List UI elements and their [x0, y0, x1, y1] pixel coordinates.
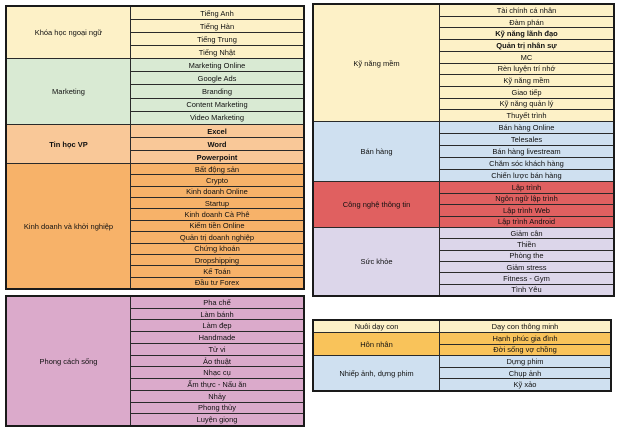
group-photo-video: Nhiếp ảnh, dựng phim Dựng phim Chụp ảnh …: [314, 356, 610, 390]
item-startup[interactable]: Startup: [131, 198, 303, 210]
item-married-life[interactable]: Đời sống vợ chồng: [493, 345, 557, 355]
item-english[interactable]: Tiếng Anh: [131, 7, 303, 20]
item-love[interactable]: Tình Yêu: [511, 285, 542, 295]
item-online-sales[interactable]: Bán hàng Online: [440, 122, 613, 134]
item-beauty[interactable]: Làm đẹp: [131, 320, 303, 333]
group-parenting: Nuôi dạy con Dạy con thông minh: [314, 321, 610, 333]
block-right-bottom: Nuôi dạy con Dạy con thông minh Hôn nhân…: [312, 319, 612, 392]
item-memory-training[interactable]: Rèn luyện trí nhớ: [440, 64, 613, 76]
item-korean[interactable]: Tiếng Hàn: [131, 20, 303, 33]
category-photo-video: Nhiếp ảnh, dựng phim: [314, 356, 440, 390]
item-video-marketing[interactable]: Video Marketing: [189, 113, 245, 123]
category-lifestyle: Phong cách sống: [7, 297, 131, 425]
item-forex[interactable]: Đầu tư Forex: [194, 278, 240, 288]
item-word[interactable]: Word: [131, 138, 303, 151]
item-handmade[interactable]: Handmade: [131, 332, 303, 344]
item-personal-finance[interactable]: Tài chính cá nhân: [440, 5, 613, 17]
item-voice-training[interactable]: Luyện giọng: [196, 415, 238, 425]
item-weight-loss[interactable]: Giảm cân: [440, 228, 613, 240]
item-real-estate[interactable]: Bất động sản: [131, 164, 303, 176]
item-excel[interactable]: Excel: [131, 125, 303, 138]
item-branding[interactable]: Branding: [131, 85, 303, 99]
category-parenting: Nuôi dạy con: [314, 321, 440, 332]
item-earn-online[interactable]: Kiếm tiền Online: [131, 221, 303, 233]
group-health: Sức khỏe Giảm cân Thiền Phòng the Giảm s…: [314, 228, 613, 295]
item-crypto[interactable]: Crypto: [131, 175, 303, 187]
item-web-programming[interactable]: Lập trình Web: [440, 205, 613, 217]
item-visual-effects[interactable]: Kỹ xảo: [513, 380, 537, 390]
item-google-ads[interactable]: Google Ads: [131, 72, 303, 86]
group-business-startup: Kinh doanh và khởi nghiệp Bất động sản C…: [7, 164, 303, 288]
item-programming[interactable]: Lập trình: [440, 182, 613, 194]
category-marriage: Hôn nhân: [314, 333, 440, 355]
item-business-management[interactable]: Quản trị doanh nghiệp: [131, 232, 303, 244]
item-feng-shui[interactable]: Phong thủy: [131, 403, 303, 415]
group-soft-skills: Kỹ năng mềm Tài chính cá nhân Đàm phán K…: [314, 5, 613, 122]
item-smart-parenting[interactable]: Dạy con thông minh: [491, 322, 559, 331]
item-marketing-online[interactable]: Marketing Online: [131, 59, 303, 73]
category-sales: Bán hàng: [314, 122, 440, 181]
item-bartending[interactable]: Pha chế: [131, 297, 303, 309]
group-marriage: Hôn nhân Hạnh phúc gia đình Đời sống vợ …: [314, 333, 610, 356]
category-office-it: Tin học VP: [7, 125, 131, 163]
item-mc[interactable]: MC: [440, 52, 613, 64]
item-coffee-business[interactable]: Kinh doanh Cà Phê: [131, 209, 303, 221]
item-sales-strategy[interactable]: Chiến lược bán hàng: [491, 171, 562, 180]
group-it: Công nghệ thông tin Lập trình Ngôn ngữ l…: [314, 182, 613, 228]
item-programming-languages[interactable]: Ngôn ngữ lập trình: [440, 194, 613, 205]
item-presentation[interactable]: Thuyết trình: [506, 111, 547, 121]
item-livestream-sales[interactable]: Bán hàng livestream: [440, 146, 613, 158]
item-stocks[interactable]: Chứng khoán: [131, 244, 303, 255]
item-dropshipping[interactable]: Dropshipping: [131, 255, 303, 267]
item-powerpoint[interactable]: Powerpoint: [196, 152, 238, 162]
item-baking[interactable]: Làm bánh: [131, 309, 303, 321]
category-soft-skills: Kỹ năng mềm: [314, 5, 440, 121]
item-cooking[interactable]: Ẩm thực - Nấu ăn: [131, 379, 303, 391]
item-leadership[interactable]: Kỹ năng lãnh đạo: [440, 28, 613, 41]
block-right-top: Kỹ năng mềm Tài chính cá nhân Đàm phán K…: [312, 3, 615, 297]
item-management-skills[interactable]: Kỹ năng quản lý: [440, 99, 613, 111]
category-foreign-languages: Khóa học ngoại ngữ: [7, 7, 131, 58]
item-content-marketing[interactable]: Content Marketing: [131, 99, 303, 112]
item-android-programming[interactable]: Lập trình Android: [497, 217, 556, 227]
item-communication[interactable]: Giao tiếp: [440, 87, 613, 99]
item-astrology[interactable]: Tử vi: [131, 344, 303, 356]
item-photography[interactable]: Chụp ảnh: [440, 368, 610, 380]
group-marketing: Marketing Marketing Online Google Ads Br…: [7, 59, 303, 125]
item-hr-management[interactable]: Quản trị nhân sự: [440, 40, 613, 52]
group-sales: Bán hàng Bán hàng Online Telesales Bán h…: [314, 122, 613, 182]
item-japanese[interactable]: Tiếng Nhật: [198, 47, 236, 57]
category-health: Sức khỏe: [314, 228, 440, 295]
group-lifestyle: Phong cách sống Pha chế Làm bánh Làm đẹp…: [7, 297, 303, 425]
item-accounting[interactable]: Kế Toán: [131, 266, 303, 278]
item-video-editing[interactable]: Dựng phim: [440, 356, 610, 368]
item-meditation[interactable]: Thiền: [440, 239, 613, 251]
item-telesales[interactable]: Telesales: [440, 134, 613, 146]
item-customer-care[interactable]: Chăm sóc khách hàng: [440, 158, 613, 170]
item-stress-relief[interactable]: Giảm stress: [440, 262, 613, 274]
item-intimacy[interactable]: Phòng the: [440, 251, 613, 262]
item-instruments[interactable]: Nhạc cụ: [131, 367, 303, 380]
category-marketing: Marketing: [7, 59, 131, 124]
group-foreign-languages: Khóa học ngoại ngữ Tiếng Anh Tiếng Hàn T…: [7, 7, 303, 59]
item-negotiation[interactable]: Đàm phán: [440, 17, 613, 29]
category-it: Công nghệ thông tin: [314, 182, 440, 227]
item-chinese[interactable]: Tiếng Trung: [131, 33, 303, 46]
block-left-bottom: Phong cách sống Pha chế Làm bánh Làm đẹp…: [5, 295, 305, 427]
item-fitness-gym[interactable]: Fitness - Gym: [440, 273, 613, 285]
item-online-business[interactable]: Kinh doanh Online: [131, 187, 303, 199]
item-magic[interactable]: Ảo thuật: [131, 356, 303, 368]
category-business-startup: Kinh doanh và khởi nghiệp: [7, 164, 131, 288]
item-dance[interactable]: Nhảy: [131, 391, 303, 403]
group-office-it: Tin học VP Excel Word Powerpoint: [7, 125, 303, 164]
item-soft-skills[interactable]: Kỹ năng mềm: [440, 75, 613, 87]
item-happy-family[interactable]: Hạnh phúc gia đình: [440, 333, 610, 345]
block-left-top: Khóa học ngoại ngữ Tiếng Anh Tiếng Hàn T…: [5, 5, 305, 290]
